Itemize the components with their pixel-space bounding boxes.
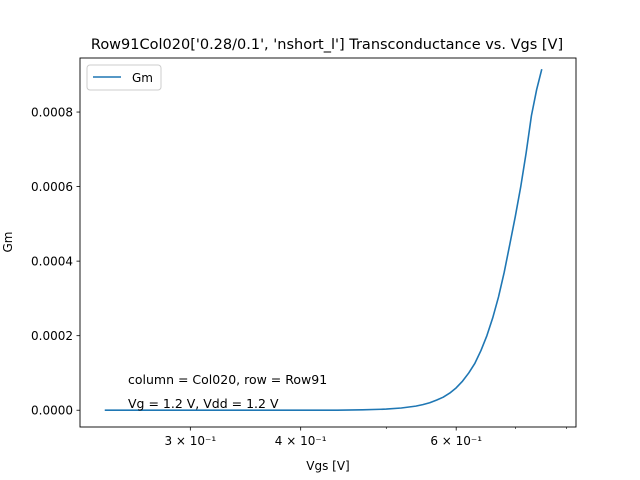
x-tick-label: 6 × 10⁻¹ [430,434,482,448]
plot-area [79,57,577,428]
chart-title: Row91Col020['0.28/0.1', 'nshort_l'] Tran… [91,37,563,53]
y-tick-label: 0.0004 [31,255,73,269]
y-tick-label: 0.0008 [31,106,73,120]
annotation-voltages: Vg = 1.2 V, Vdd = 1.2 V [128,396,279,411]
y-axis-ticks: 0.0000 0.0002 0.0004 0.0006 0.0008 [31,106,80,418]
annotation-column-row: column = Col020, row = Row91 [128,372,327,387]
x-tick-label: 4 × 10⁻¹ [275,434,327,448]
legend: Gm [86,64,162,91]
x-tick-label: 3 × 10⁻¹ [164,434,216,448]
x-axis-ticks: 3 × 10⁻¹ 4 × 10⁻¹ 6 × 10⁻¹ [164,427,567,448]
legend-box [86,64,162,91]
plot-frame [79,57,577,428]
y-tick-label: 0.0006 [31,180,73,194]
legend-label-gm: Gm [132,71,153,85]
series-line-gm [104,68,543,412]
y-tick-label: 0.0000 [31,404,73,418]
x-axis-label: Vgs [V] [306,459,349,473]
y-tick-label: 0.0002 [31,329,73,343]
y-axis-label: Gm [1,232,15,253]
